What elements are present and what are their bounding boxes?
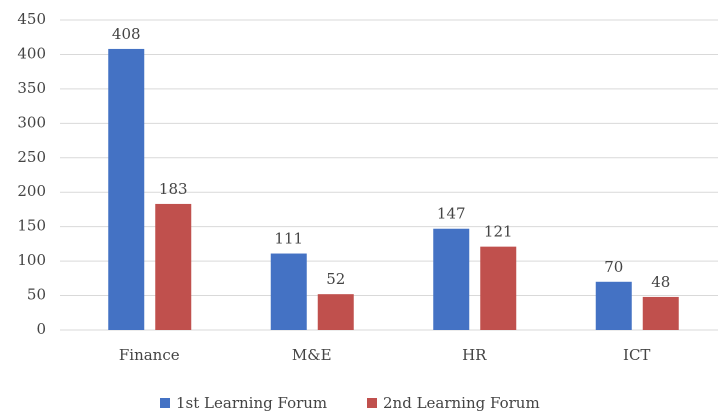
legend-swatch: [160, 398, 170, 408]
y-tick-label: 50: [27, 286, 46, 304]
y-tick-label: 150: [17, 217, 46, 235]
y-tick-label: 450: [17, 10, 46, 28]
data-label: 121: [484, 223, 513, 241]
bar: [480, 246, 517, 330]
bar: [155, 203, 192, 330]
bar: [270, 253, 307, 330]
data-label: 70: [604, 258, 623, 276]
legend-swatch: [367, 398, 377, 408]
y-tick-label: 350: [17, 79, 46, 97]
bar: [642, 296, 679, 330]
data-label: 408: [112, 25, 141, 43]
bar: [595, 281, 632, 330]
legend-label: 1st Learning Forum: [176, 394, 327, 412]
y-tick-label: 300: [17, 113, 46, 131]
x-tick-label: Finance: [119, 346, 180, 364]
y-tick-label: 0: [36, 320, 46, 338]
y-tick-label: 250: [17, 148, 46, 166]
y-tick-label: 400: [17, 44, 46, 62]
legend-label: 2nd Learning Forum: [383, 394, 540, 412]
bar: [108, 48, 145, 330]
x-tick-label: HR: [462, 346, 487, 364]
bar: [317, 294, 354, 330]
data-label: 183: [159, 180, 188, 198]
data-label: 111: [274, 230, 303, 248]
y-tick-label: 100: [17, 251, 46, 269]
x-tick-label: M&E: [292, 346, 332, 364]
y-tick-label: 200: [17, 182, 46, 200]
data-label: 48: [651, 273, 670, 291]
bar: [433, 228, 470, 330]
data-label: 52: [326, 270, 345, 288]
data-label: 147: [437, 205, 466, 223]
x-tick-label: ICT: [623, 346, 650, 364]
